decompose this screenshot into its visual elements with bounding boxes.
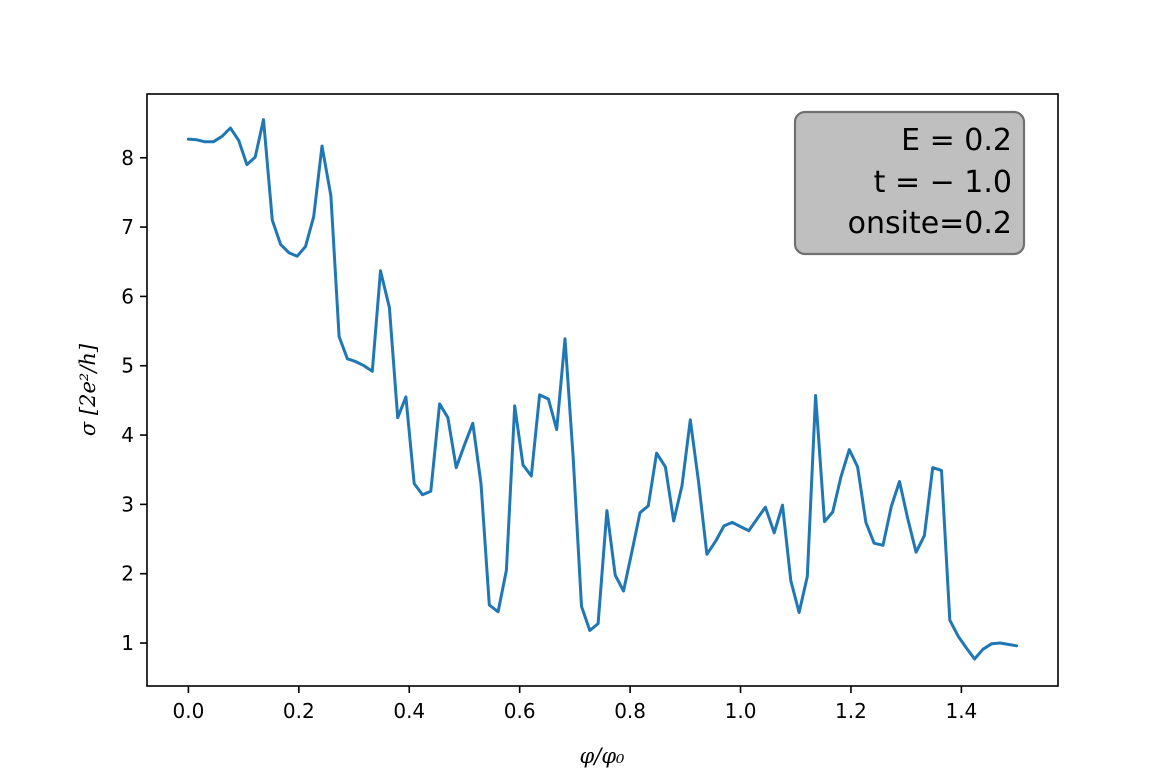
x-tick-label: 1.4: [945, 699, 977, 723]
y-tick-label: 2: [121, 562, 134, 586]
y-tick-label: 7: [121, 215, 134, 239]
x-tick-label: 0.2: [283, 699, 315, 723]
series-line: [186, 118, 1019, 661]
y-tick-label: 5: [121, 354, 134, 378]
annotation-onsite: onsite=0.2: [848, 206, 1012, 241]
x-axis-ticks: 0.0 0.2 0.4 0.6 0.8 1.0 1.2 1.4: [173, 686, 977, 723]
annotation-background: [793, 110, 1026, 256]
y-tick-label: 6: [121, 284, 134, 308]
y-tick-label: 3: [121, 492, 134, 516]
y-tick-label: 8: [121, 146, 134, 170]
y-axis-label: σ [2e²/h]: [76, 343, 100, 436]
x-axis-label: φ/φ₀: [580, 744, 625, 768]
x-tick-label: 1.0: [725, 699, 757, 723]
x-tick-label: 0.6: [504, 699, 536, 723]
annotation-hopping: t = − 1.0: [874, 165, 1012, 200]
x-tick-label: 0.8: [614, 699, 646, 723]
annotation-box: E = 0.2 t = − 1.0 onsite=0.2: [793, 110, 1026, 256]
y-tick-label: 1: [121, 631, 134, 655]
annotation-energy: E = 0.2: [901, 123, 1012, 158]
y-axis-ticks: 1 2 3 4 5 6 7 8: [121, 146, 147, 655]
y-tick-label: 4: [121, 423, 134, 447]
x-tick-label: 1.2: [835, 699, 867, 723]
x-tick-label: 0.4: [393, 699, 425, 723]
x-tick-label: 0.0: [173, 699, 205, 723]
plot-frame: [146, 93, 1059, 687]
